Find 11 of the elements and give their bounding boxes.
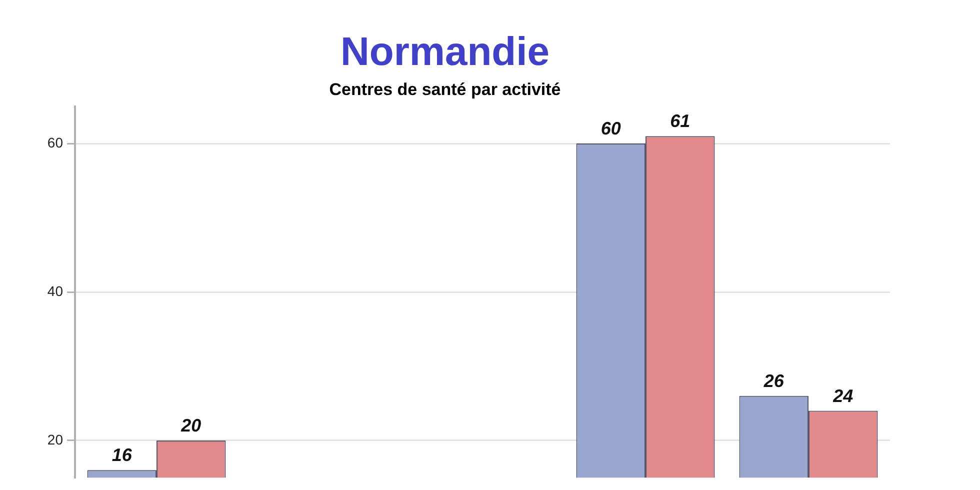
data-label: 24 xyxy=(832,386,854,406)
data-label: 16 xyxy=(112,445,133,466)
data-label: 61 xyxy=(670,111,690,132)
data-label: 20 xyxy=(180,415,202,436)
data-label: 60 xyxy=(600,118,621,138)
y-tick-label: 60 xyxy=(47,134,64,150)
chart-title: Normandie xyxy=(340,30,550,74)
data-label: 26 xyxy=(762,370,785,391)
y-tick-label: 20 xyxy=(47,431,64,448)
chart-subtitle: Centres de santé par activité xyxy=(329,80,561,99)
y-tick-label: 40 xyxy=(47,282,64,299)
